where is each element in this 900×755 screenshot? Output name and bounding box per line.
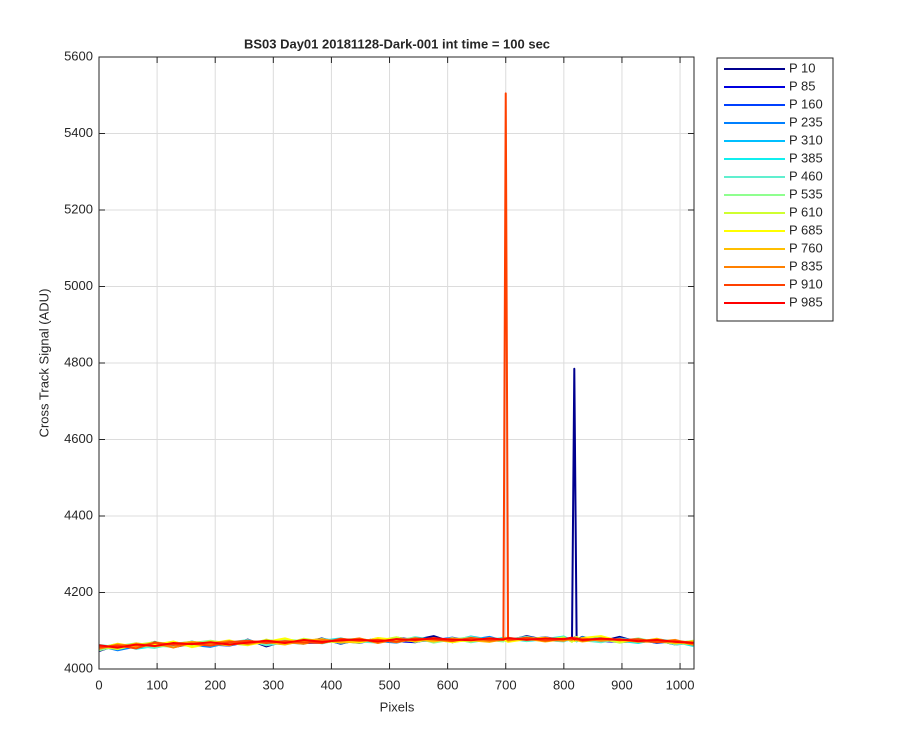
x-axis-label: Pixels — [380, 699, 415, 714]
x-tick-label: 800 — [553, 677, 575, 692]
x-tick-label: 1000 — [666, 677, 695, 692]
y-tick-label: 5600 — [64, 48, 93, 63]
legend-label: P 160 — [789, 96, 823, 111]
y-tick-label: 5400 — [64, 125, 93, 140]
legend-label: P 310 — [789, 132, 823, 147]
legend-label: P 235 — [789, 114, 823, 129]
x-tick-label: 900 — [611, 677, 633, 692]
x-tick-label: 400 — [321, 677, 343, 692]
plot-lines — [99, 92, 694, 652]
legend-label: P 910 — [789, 276, 823, 291]
legend-label: P 535 — [789, 186, 823, 201]
legend-label: P 610 — [789, 204, 823, 219]
plot-frame — [98, 56, 695, 670]
chart-title: BS03 Day01 20181128-Dark-001 int time = … — [244, 36, 550, 51]
x-tick-label: 100 — [146, 677, 168, 692]
y-tick-label: 5200 — [64, 201, 93, 216]
legend-label: P 760 — [789, 240, 823, 255]
y-tick-label: 5000 — [64, 278, 93, 293]
x-tick-label: 700 — [495, 677, 517, 692]
legend-label: P 835 — [789, 258, 823, 273]
legend-label: P 460 — [789, 168, 823, 183]
x-tick-label: 200 — [204, 677, 226, 692]
legend-label: P 385 — [789, 150, 823, 165]
x-tick-label: 0 — [95, 677, 102, 692]
series-line — [99, 636, 694, 649]
x-tick-label: 500 — [379, 677, 401, 692]
legend-label: P 10 — [789, 60, 816, 75]
y-axis-label: Cross Track Signal (ADU) — [36, 289, 51, 438]
y-tick-label: 4200 — [64, 584, 93, 599]
y-tick-label: 4400 — [64, 507, 93, 522]
x-tick-label: 300 — [262, 677, 284, 692]
x-tick-label: 600 — [437, 677, 459, 692]
legend-label: P 85 — [789, 78, 816, 93]
legend-box — [716, 57, 834, 322]
y-tick-label: 4000 — [64, 660, 93, 675]
legend-label: P 685 — [789, 222, 823, 237]
y-tick-label: 4800 — [64, 354, 93, 369]
y-tick-label: 4600 — [64, 431, 93, 446]
legend-label: P 985 — [789, 294, 823, 309]
